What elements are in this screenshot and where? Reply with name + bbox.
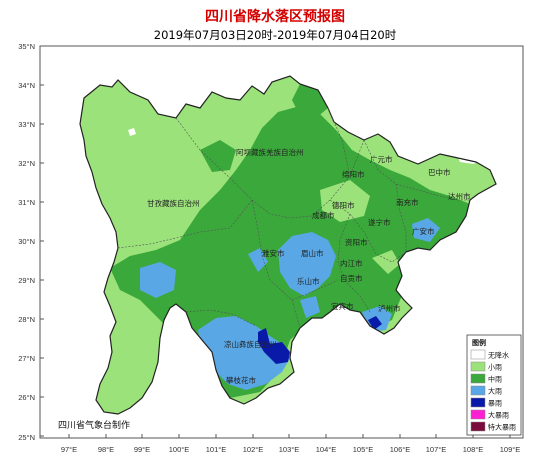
place-label: 凉山彝族自治州 [224,339,277,349]
lon-label: 107°E [426,445,447,454]
place-label: 南充市 [396,197,419,207]
legend-swatch [470,349,486,360]
legend-label: 中雨 [488,375,502,384]
place-label: 甘孜藏族自治州 [147,198,200,208]
lon-label: 97°E [61,445,77,454]
place-label: 德阳市 [332,200,355,210]
lat-label: 31°N [18,198,35,207]
lat-label: 34°N [18,81,35,90]
lon-label: 98°E [98,445,114,454]
place-labels: 阿坝藏族羌族自治州 甘孜藏族自治州 广元市 巴中市 绵阳市 南充市 达州市 德阳… [147,147,471,385]
place-label: 巴中市 [428,167,451,177]
place-label: 内江市 [340,258,363,268]
lat-label: 29°N [18,276,35,285]
lat-label: 26°N [18,393,35,402]
lon-label: 104°E [316,445,337,454]
legend-label: 暴雨 [488,400,502,408]
longitude-axis: 97°E 98°E 99°E 100°E 101°E 102°E 103°E 1… [61,434,520,454]
lon-label: 109°E [500,445,521,454]
province-boundary [79,75,497,415]
place-label: 乐山市 [297,276,320,286]
prefecture-boundaries [117,107,470,329]
legend-label: 无降水 [488,351,509,360]
lon-label: 101°E [206,445,227,454]
place-label: 泸州市 [378,303,401,313]
lat-label: 25°N [18,433,35,442]
lon-label: 105°E [353,445,374,454]
legend-title: 图例 [472,338,486,347]
place-label: 遂宁市 [368,217,391,227]
legend-swatch [470,421,486,432]
place-label: 自贡市 [340,273,363,283]
lon-label: 99°E [134,445,150,454]
place-label: 眉山市 [301,248,324,258]
credit-text: 四川省气象台制作 [58,419,130,431]
place-label: 雅安市 [262,248,285,258]
lat-label: 30°N [18,237,35,246]
map-subtitle: 2019年07月03日20时-2019年07月04日20时 [153,28,397,42]
latitude-axis: 35°N 34°N 33°N 32°N 31°N 30°N 29°N 28°N … [18,42,44,442]
lon-label: 103°E [279,445,300,454]
place-label: 广安市 [412,226,435,236]
lat-label: 28°N [18,315,35,324]
legend-swatch [470,397,486,408]
place-label: 成都市 [312,210,335,220]
lon-label: 106°E [390,445,411,454]
lat-label: 35°N [18,42,35,51]
legend-label: 小雨 [488,363,502,372]
legend-label: 大暴雨 [488,411,509,420]
legend-swatch [470,409,486,420]
lat-label: 27°N [18,354,35,363]
legend-swatch [470,361,486,372]
map-title: 四川省降水落区预报图 [205,9,345,25]
legend-label: 大雨 [488,387,502,396]
lat-label: 32°N [18,159,35,168]
place-label: 宜宾市 [331,301,354,311]
place-label: 绵阳市 [342,169,365,179]
legend-swatch [470,385,486,396]
lat-label: 33°N [18,120,35,129]
lon-label: 108°E [463,445,484,454]
place-label: 攀枝花市 [226,375,256,385]
lon-label: 102°E [243,445,264,454]
place-label: 阿坝藏族羌族自治州 [236,147,304,157]
place-label: 资阳市 [345,237,368,247]
legend-swatch [470,373,486,384]
place-label: 广元市 [370,154,393,164]
lon-label: 100°E [169,445,190,454]
legend-label: 特大暴雨 [488,423,516,432]
place-label: 达州市 [448,191,471,201]
